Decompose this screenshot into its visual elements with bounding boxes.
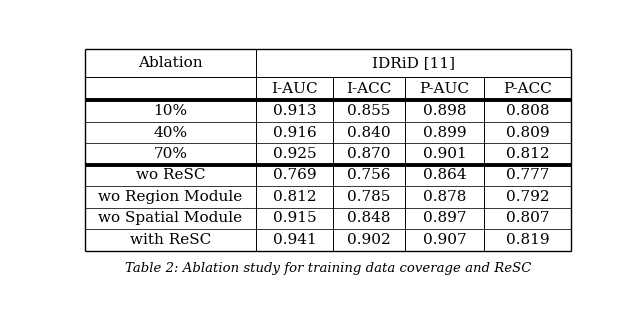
Text: P-AUC: P-AUC (420, 82, 470, 96)
Text: 0.907: 0.907 (423, 233, 467, 247)
Text: 0.898: 0.898 (423, 104, 467, 118)
Text: 0.756: 0.756 (347, 168, 390, 183)
Text: P-ACC: P-ACC (503, 82, 552, 96)
Text: 0.848: 0.848 (347, 211, 390, 225)
Text: 0.915: 0.915 (273, 211, 316, 225)
Text: 0.941: 0.941 (273, 233, 316, 247)
Text: 0.807: 0.807 (506, 211, 549, 225)
Text: 0.809: 0.809 (506, 126, 550, 139)
Text: wo Region Module: wo Region Module (99, 190, 243, 204)
Text: Table 2: Ablation study for training data coverage and ReSC: Table 2: Ablation study for training dat… (125, 262, 531, 275)
Text: Ablation: Ablation (138, 56, 203, 70)
Text: 0.840: 0.840 (347, 126, 391, 139)
Text: 0.878: 0.878 (423, 190, 467, 204)
Text: I-ACC: I-ACC (346, 82, 392, 96)
Text: 0.808: 0.808 (506, 104, 549, 118)
Text: 0.897: 0.897 (423, 211, 467, 225)
Text: 0.812: 0.812 (273, 190, 316, 204)
Text: IDRiD [11]: IDRiD [11] (372, 56, 455, 70)
Text: 0.819: 0.819 (506, 233, 550, 247)
Text: 0.916: 0.916 (273, 126, 316, 139)
Text: 70%: 70% (154, 147, 188, 161)
Text: 0.855: 0.855 (348, 104, 390, 118)
Text: I-AUC: I-AUC (271, 82, 318, 96)
Text: 0.913: 0.913 (273, 104, 316, 118)
Text: 0.925: 0.925 (273, 147, 316, 161)
Text: 0.870: 0.870 (347, 147, 390, 161)
Text: 10%: 10% (154, 104, 188, 118)
Text: 0.792: 0.792 (506, 190, 550, 204)
Text: 0.901: 0.901 (422, 147, 467, 161)
Text: 0.864: 0.864 (423, 168, 467, 183)
Text: 0.902: 0.902 (347, 233, 391, 247)
Text: 0.777: 0.777 (506, 168, 549, 183)
Text: 0.899: 0.899 (423, 126, 467, 139)
Text: wo Spatial Module: wo Spatial Module (99, 211, 243, 225)
Text: with ReSC: with ReSC (130, 233, 211, 247)
Text: 40%: 40% (154, 126, 188, 139)
Text: 0.785: 0.785 (348, 190, 390, 204)
Text: 0.769: 0.769 (273, 168, 316, 183)
Text: 0.812: 0.812 (506, 147, 550, 161)
Text: wo ReSC: wo ReSC (136, 168, 205, 183)
